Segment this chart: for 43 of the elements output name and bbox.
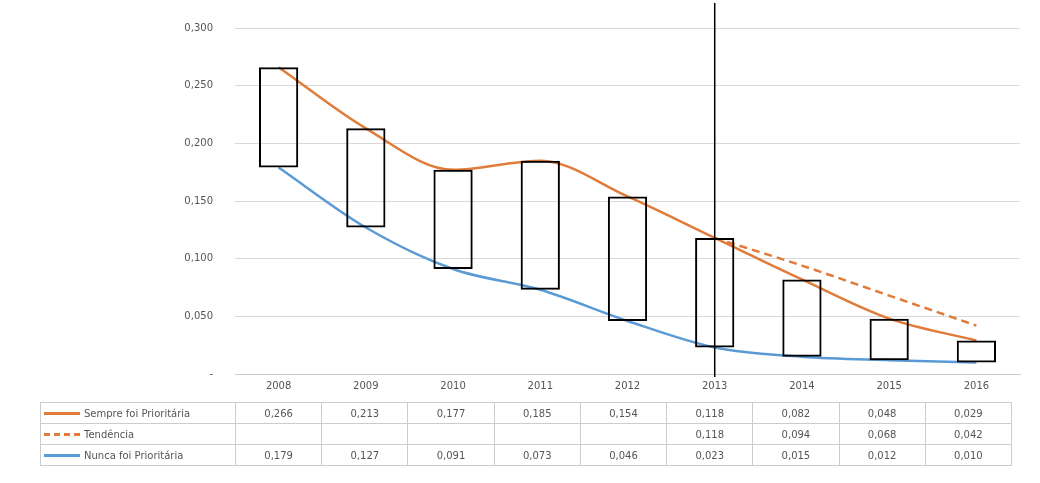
data-label: 0,082 [752, 402, 840, 424]
data-label: 0,073 [494, 444, 581, 466]
data-label: 0,068 [839, 423, 926, 445]
data-label: 0,042 [925, 423, 1012, 445]
data-label: 0,029 [925, 402, 1012, 424]
y-tick-label: 0,200 [184, 136, 213, 148]
x-tick-label: 2009 [353, 379, 379, 391]
data-label: 0,094 [752, 423, 840, 445]
y-tick-label: 0,150 [184, 194, 213, 206]
x-tick-label: 2008 [265, 379, 292, 391]
data-label: 0,179 [235, 444, 322, 466]
legend-label: Nunca foi Prioritária [40, 444, 236, 466]
legend-label: Tendência [40, 423, 236, 445]
data-label: 0,023 [666, 444, 753, 466]
x-tick-label: 2012 [614, 379, 641, 391]
data-label: 0,012 [839, 444, 926, 466]
y-tick-label: 0,100 [184, 252, 213, 264]
x-tick-label: 2015 [876, 379, 902, 391]
y-tick-label: 0,300 [184, 21, 213, 33]
data-label: 0,213 [321, 402, 408, 424]
data-label: 0,185 [494, 402, 581, 424]
y-tick-label: 0,050 [184, 309, 213, 321]
data-label: 0,118 [666, 423, 753, 445]
data-label: 0,046 [580, 444, 667, 466]
data-label: 0,048 [839, 402, 926, 424]
data-label: 0,015 [752, 444, 840, 466]
x-tick-label: 2014 [789, 379, 815, 391]
y-tick-label: - [209, 367, 214, 379]
x-tick-label: 2010 [440, 379, 466, 391]
data-label: 0,010 [925, 444, 1012, 466]
data-label: 0,154 [580, 402, 667, 424]
x-tick-label: 2016 [963, 379, 990, 391]
line-series [277, 65, 978, 342]
line-series [277, 166, 978, 364]
data-label: 0,118 [666, 402, 753, 424]
data-label: 0,266 [235, 402, 322, 424]
y-tick-label: 0,250 [184, 79, 213, 91]
legend-label: Sempre foi Prioritária [40, 402, 236, 424]
data-label: 0,177 [407, 402, 495, 424]
x-tick-label: 2011 [527, 379, 553, 391]
x-tick-label: 2013 [702, 379, 728, 391]
data-label: 0,091 [407, 444, 495, 466]
data-label: 0,127 [321, 444, 408, 466]
